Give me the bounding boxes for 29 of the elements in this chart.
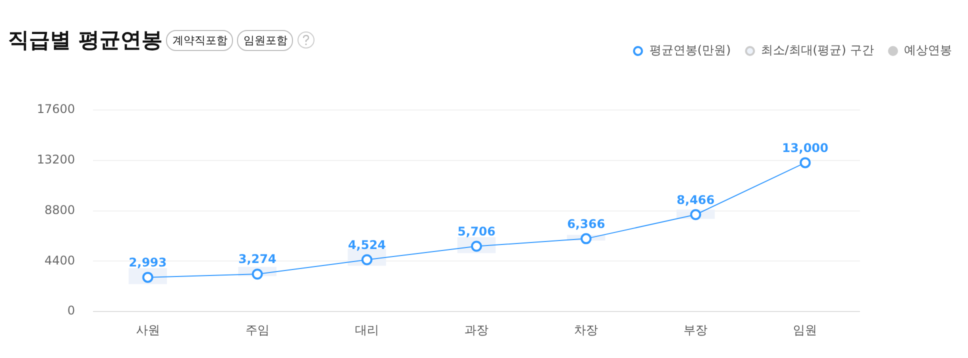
legend-label: 예상연봉 (903, 42, 952, 59)
point (580, 233, 592, 244)
point (690, 209, 702, 220)
x-tick-label: 차장 (574, 322, 598, 337)
y-tick-label: 4400 (44, 253, 75, 268)
legend-label: 평균연봉(만원) (648, 42, 731, 59)
y-tick-label: 0 (67, 304, 75, 318)
x-tick-label: 대리 (354, 322, 379, 337)
chart-title: 직급별 평균연봉 (8, 27, 162, 54)
data-label: 4,524 (348, 238, 386, 252)
text: 계약직포함 (166, 30, 234, 50)
x-tick-label: 사원 (136, 322, 160, 337)
x-tick-label: 부장 (684, 322, 708, 337)
data-label: 2,993 (128, 255, 167, 270)
y-tick-label: 17600 (36, 102, 75, 116)
legend-label: 최소/최대(평균) 구간 (760, 42, 874, 59)
x-tick-label: 임원 (793, 322, 818, 337)
data-label: 13,000 (782, 140, 828, 155)
y-tick-label: 8800 (44, 202, 75, 217)
data-label: 3,274 (238, 252, 276, 266)
data-label: 5,706 (458, 224, 496, 238)
point (252, 268, 263, 280)
y-tick-label: 13200 (36, 152, 75, 167)
data-label: 6,366 (567, 216, 606, 231)
point (800, 157, 811, 168)
text: 임원포함 (237, 30, 294, 50)
x-tick-label: 주임 (245, 322, 270, 337)
data-label: 8,466 (676, 192, 715, 207)
x-tick-label: 과장 (464, 322, 488, 337)
